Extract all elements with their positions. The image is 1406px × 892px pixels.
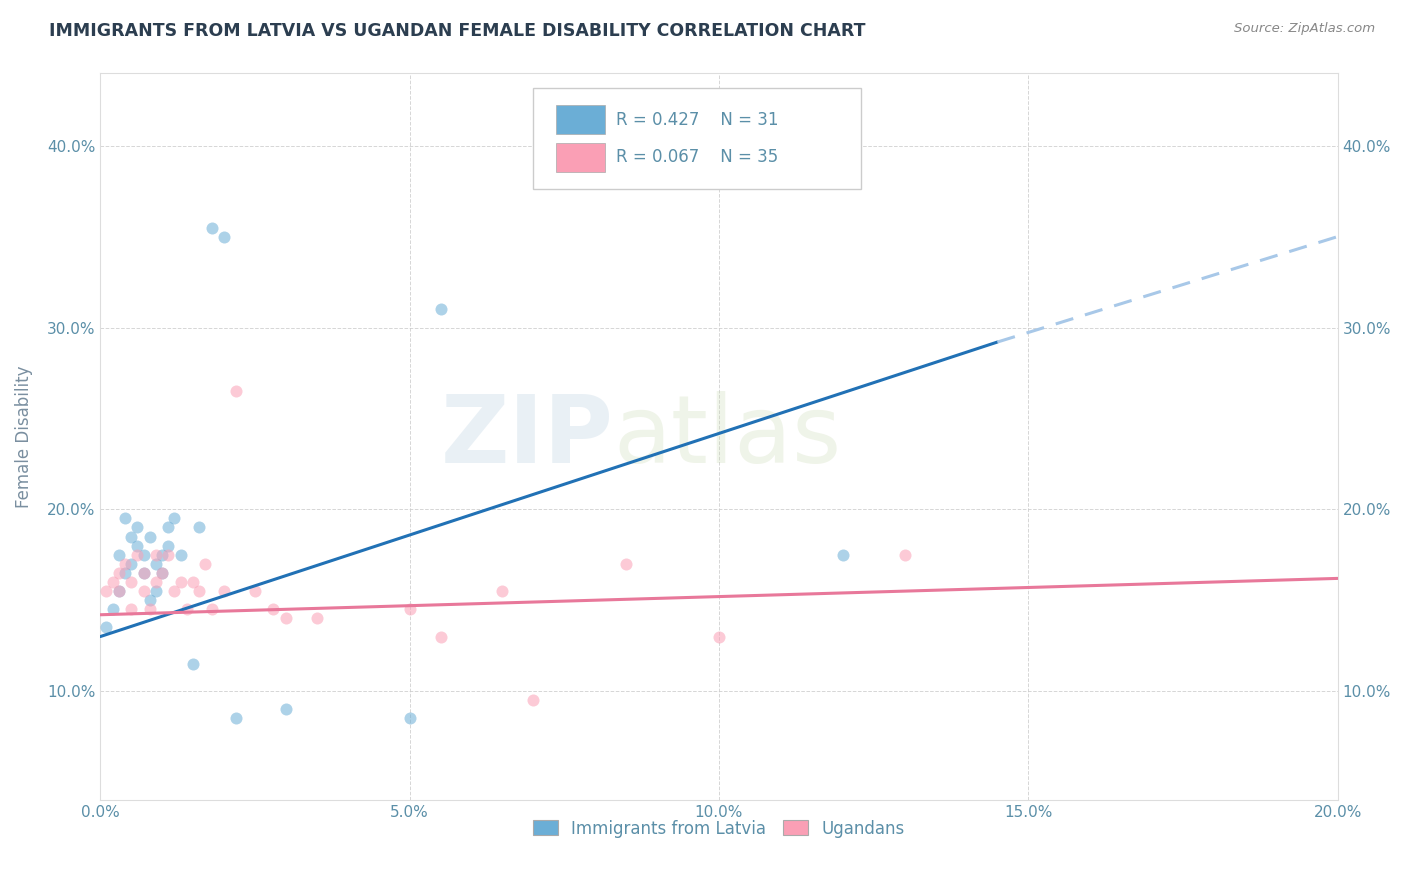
Point — [132, 548, 155, 562]
Text: Source: ZipAtlas.com: Source: ZipAtlas.com — [1234, 22, 1375, 36]
Point — [120, 557, 142, 571]
Point — [176, 602, 198, 616]
Point — [157, 539, 180, 553]
Point — [145, 575, 167, 590]
Point — [163, 584, 186, 599]
Point — [114, 557, 136, 571]
Point — [108, 548, 131, 562]
Point — [101, 602, 124, 616]
Point — [157, 520, 180, 534]
Point — [150, 566, 173, 580]
Point — [274, 611, 297, 625]
Point — [491, 584, 513, 599]
Point — [127, 539, 149, 553]
Point — [188, 520, 211, 534]
Point — [305, 611, 328, 625]
Point — [188, 584, 211, 599]
Point — [139, 593, 162, 607]
Point — [201, 602, 224, 616]
Point — [398, 602, 420, 616]
Point — [225, 384, 247, 398]
Point — [120, 602, 142, 616]
Point — [132, 584, 155, 599]
Point — [181, 657, 204, 671]
Point — [96, 620, 118, 634]
Text: atlas: atlas — [614, 391, 842, 483]
Point — [181, 575, 204, 590]
Point — [170, 548, 193, 562]
Point — [225, 711, 247, 725]
Point — [114, 511, 136, 525]
Point — [212, 584, 235, 599]
Point — [108, 584, 131, 599]
Point — [114, 566, 136, 580]
Text: IMMIGRANTS FROM LATVIA VS UGANDAN FEMALE DISABILITY CORRELATION CHART: IMMIGRANTS FROM LATVIA VS UGANDAN FEMALE… — [49, 22, 866, 40]
Point — [127, 548, 149, 562]
Point — [893, 548, 915, 562]
Point — [120, 575, 142, 590]
Point — [145, 557, 167, 571]
Point — [398, 711, 420, 725]
Point — [614, 557, 637, 571]
Point — [170, 575, 193, 590]
Point — [429, 302, 451, 317]
Point — [707, 630, 730, 644]
Point — [120, 530, 142, 544]
Point — [127, 520, 149, 534]
Point — [194, 557, 217, 571]
Legend: Immigrants from Latvia, Ugandans: Immigrants from Latvia, Ugandans — [526, 813, 911, 844]
Point — [132, 566, 155, 580]
Point — [139, 530, 162, 544]
FancyBboxPatch shape — [533, 87, 862, 189]
Point — [212, 229, 235, 244]
Point — [522, 693, 544, 707]
Point — [145, 548, 167, 562]
Text: R = 0.427    N = 31: R = 0.427 N = 31 — [616, 111, 779, 128]
Text: R = 0.067    N = 35: R = 0.067 N = 35 — [616, 148, 779, 166]
FancyBboxPatch shape — [555, 143, 605, 172]
Point — [145, 584, 167, 599]
Point — [132, 566, 155, 580]
Y-axis label: Female Disability: Female Disability — [15, 366, 32, 508]
FancyBboxPatch shape — [555, 105, 605, 134]
Text: ZIP: ZIP — [441, 391, 614, 483]
Point — [150, 548, 173, 562]
Point — [831, 548, 853, 562]
Point — [429, 630, 451, 644]
Point — [139, 602, 162, 616]
Point — [243, 584, 266, 599]
Point — [163, 511, 186, 525]
Point — [150, 566, 173, 580]
Point — [108, 566, 131, 580]
Point — [108, 584, 131, 599]
Point — [101, 575, 124, 590]
Point — [263, 602, 285, 616]
Point — [96, 584, 118, 599]
Point — [201, 220, 224, 235]
Point — [274, 702, 297, 716]
Point — [157, 548, 180, 562]
